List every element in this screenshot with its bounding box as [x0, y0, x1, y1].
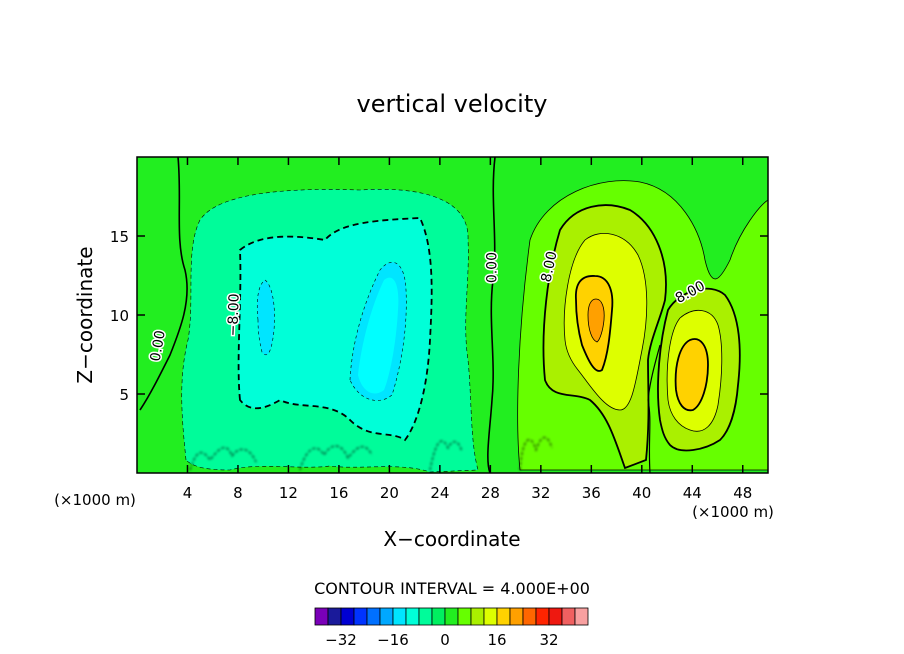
colorbar-cell [405, 607, 420, 626]
colorbar-cell [340, 607, 355, 626]
colorbar-cell [522, 607, 537, 626]
colorbar-cell [392, 607, 407, 626]
colorbar-cell [470, 607, 485, 626]
plot-area [137, 157, 768, 473]
contour-label: −8.00 [225, 293, 242, 336]
y-tick-label: 10 [110, 307, 129, 325]
colorbar-cell [327, 607, 342, 626]
y-axis-label: Z−coordinate [73, 246, 97, 383]
colorbar-cell [379, 607, 394, 626]
colorbar-tick-label: −32 [325, 631, 357, 649]
colorbar-cell [314, 607, 329, 626]
colorbar [314, 607, 589, 626]
y-tick-label: 5 [119, 386, 129, 404]
y-tick-label: 15 [110, 228, 129, 246]
contour-noise [189, 437, 553, 471]
colorbar-cell [548, 607, 563, 626]
colorbar-tick-label: 16 [487, 631, 506, 649]
colorbar-cell [353, 607, 368, 626]
x-unit-left: (×1000 m) [54, 491, 136, 509]
x-tick-label: 4 [183, 484, 193, 502]
chart-title: vertical velocity [357, 90, 548, 118]
colorbar-cell [509, 607, 524, 626]
contour-zero-left [139, 157, 188, 411]
colorbar-cell [431, 607, 446, 626]
x-axis: 4 8 12 16 20 24 28 32 36 40 44 48 [183, 157, 752, 502]
colorbar-cell [418, 607, 433, 626]
x-unit-right: (×1000 m) [692, 503, 774, 521]
x-tick-label: 32 [531, 484, 550, 502]
colorbar-cell [496, 607, 511, 626]
contour-fill-20-updraft-1 [587, 298, 605, 343]
x-tick-label: 36 [582, 484, 601, 502]
x-tick-label: 8 [233, 484, 243, 502]
x-tick-label: 24 [430, 484, 449, 502]
contour-zero-mid [487, 157, 496, 473]
colorbar-ticks: −32 −16 0 16 32 [325, 631, 558, 649]
colorbar-cell [483, 607, 498, 626]
x-tick-label: 28 [481, 484, 500, 502]
colorbar-cell [535, 607, 550, 626]
colorbar-cell [574, 607, 589, 626]
y-axis: 5 10 15 [110, 228, 768, 404]
x-tick-label: 20 [380, 484, 399, 502]
x-tick-label: 40 [632, 484, 651, 502]
contour-fill-neg16-core [358, 277, 399, 394]
colorbar-tick-label: −16 [377, 631, 409, 649]
x-tick-label: 12 [279, 484, 298, 502]
contour-zero-right [647, 344, 661, 473]
x-tick-label: 44 [683, 484, 702, 502]
colorbar-cell [561, 607, 576, 626]
x-axis-label: X−coordinate [383, 527, 520, 551]
contour-interval-text: CONTOUR INTERVAL = 4.000E+00 [314, 579, 590, 598]
contour-fill-neg12 [256, 279, 275, 356]
colorbar-tick-label: 0 [440, 631, 450, 649]
colorbar-tick-label: 32 [539, 631, 558, 649]
x-tick-label: 16 [329, 484, 348, 502]
colorbar-cell [366, 607, 381, 626]
colorbar-cell [457, 607, 472, 626]
x-tick-label: 48 [733, 484, 752, 502]
contour-fill-16-updraft-2 [674, 338, 709, 412]
contour-label: 0.00 [485, 252, 501, 283]
colorbar-cell [444, 607, 459, 626]
